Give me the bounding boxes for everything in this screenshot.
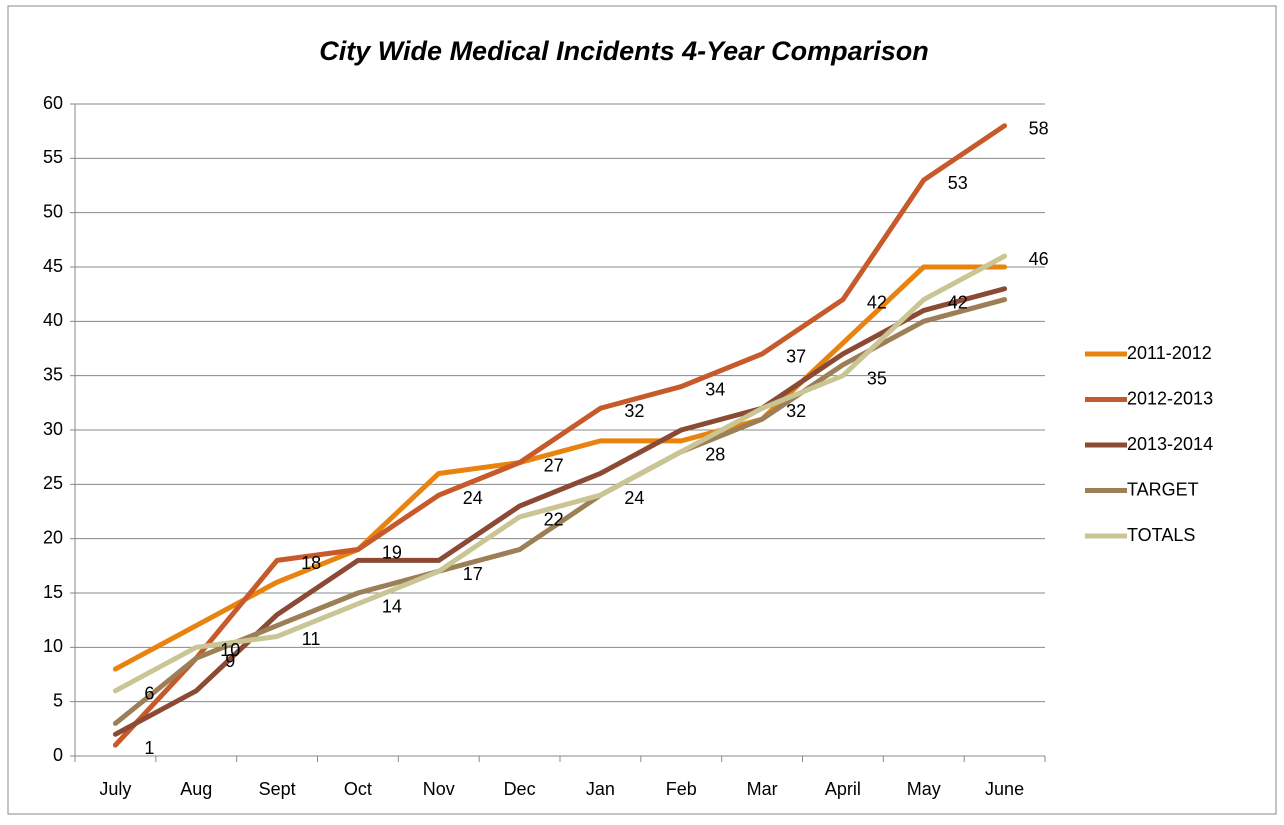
chart-frame bbox=[7, 5, 1277, 815]
x-tick-label: July bbox=[99, 779, 131, 799]
x-tick-label: May bbox=[907, 779, 941, 799]
data-label: 10 bbox=[220, 640, 240, 660]
x-tick-label: Sept bbox=[259, 779, 296, 799]
y-tick-label: 30 bbox=[43, 419, 63, 439]
data-label: 22 bbox=[544, 510, 564, 530]
y-tick-label: 45 bbox=[43, 256, 63, 276]
x-tick-label: Jan bbox=[586, 779, 615, 799]
series-line bbox=[112, 264, 1008, 672]
y-tick-label: 60 bbox=[43, 93, 63, 113]
y-tick-label: 40 bbox=[43, 310, 63, 330]
series-line bbox=[112, 286, 1008, 737]
data-label: 1 bbox=[144, 738, 154, 758]
data-label: 14 bbox=[382, 597, 402, 617]
y-tick-label: 35 bbox=[43, 364, 63, 384]
data-label: 9 bbox=[225, 651, 235, 671]
data-label: 6 bbox=[144, 684, 154, 704]
data-label: 32 bbox=[624, 401, 644, 421]
x-tick-label: Aug bbox=[180, 779, 212, 799]
y-tick-label: 50 bbox=[43, 201, 63, 221]
y-tick-label: 20 bbox=[43, 527, 63, 547]
data-label: 32 bbox=[786, 401, 806, 421]
x-tick-label: Oct bbox=[344, 779, 372, 799]
data-label: 35 bbox=[867, 368, 887, 388]
data-label: 37 bbox=[786, 347, 806, 367]
data-label: 34 bbox=[705, 379, 725, 399]
series-line bbox=[112, 123, 1008, 748]
x-tick-label: Mar bbox=[747, 779, 778, 799]
legend-label: 2013-2014 bbox=[1127, 434, 1213, 454]
legend-label: TOTALS bbox=[1127, 525, 1195, 545]
x-tick-label: Dec bbox=[504, 779, 536, 799]
data-label: 24 bbox=[463, 488, 483, 508]
data-label: 53 bbox=[948, 173, 968, 193]
x-tick-label: Nov bbox=[423, 779, 455, 799]
data-label: 24 bbox=[624, 488, 644, 508]
data-label: 58 bbox=[1029, 118, 1049, 138]
legend-label: 2011-2012 bbox=[1127, 343, 1212, 363]
data-label: 46 bbox=[1029, 249, 1049, 269]
data-label: 42 bbox=[948, 292, 968, 312]
chart-title: City Wide Medical Incidents 4-Year Compa… bbox=[319, 36, 928, 66]
series-line bbox=[112, 253, 1008, 694]
y-tick-label: 25 bbox=[43, 473, 63, 493]
x-tick-label: June bbox=[985, 779, 1024, 799]
data-label: 11 bbox=[302, 629, 321, 649]
legend-label: 2012-2013 bbox=[1127, 388, 1213, 408]
y-tick-label: 10 bbox=[43, 636, 63, 656]
data-label: 17 bbox=[463, 564, 483, 584]
y-tick-label: 0 bbox=[53, 745, 63, 765]
y-tick-label: 55 bbox=[43, 147, 63, 167]
data-label: 28 bbox=[705, 444, 725, 464]
series-line bbox=[112, 297, 1008, 726]
data-label: 18 bbox=[301, 553, 321, 573]
data-label: 27 bbox=[544, 455, 564, 475]
x-tick-label: Feb bbox=[666, 779, 697, 799]
x-tick-label: April bbox=[825, 779, 861, 799]
y-tick-label: 15 bbox=[43, 582, 63, 602]
data-label: 19 bbox=[382, 542, 402, 562]
data-label: 42 bbox=[867, 292, 887, 312]
y-tick-label: 5 bbox=[53, 690, 63, 710]
legend-label: TARGET bbox=[1127, 479, 1199, 499]
